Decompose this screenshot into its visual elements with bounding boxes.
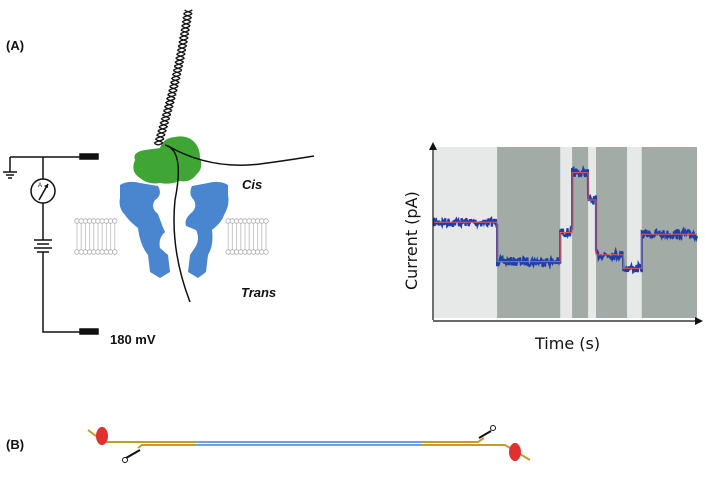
left-tether-icon <box>122 457 128 463</box>
right-blocker-icon <box>509 443 521 461</box>
y-axis-arrow-icon <box>429 142 437 150</box>
event-shaded-band <box>572 147 589 318</box>
dna-construct <box>87 425 531 463</box>
step-fit-line <box>434 172 697 269</box>
dna-double-helix <box>153 9 193 146</box>
circuit <box>3 153 99 335</box>
dna-strand <box>164 144 191 303</box>
lipid-head <box>112 218 118 224</box>
lipid-head <box>263 249 269 255</box>
nanopore-protein <box>119 181 229 278</box>
right-adapter <box>421 437 531 461</box>
current-trace-chart: Time (s) Current (pA) <box>402 142 703 353</box>
panel-a-label: (A) <box>6 38 24 53</box>
left-blocker-icon <box>96 427 108 445</box>
motor-protein <box>133 136 202 184</box>
y-axis-label: Current (pA) <box>402 191 421 290</box>
lipid-head <box>263 218 269 224</box>
ammeter-icon: A <box>30 178 56 204</box>
cis-electrode <box>79 153 99 160</box>
svg-text:A: A <box>38 183 42 189</box>
x-axis-arrow-icon <box>695 317 703 325</box>
right-tether-icon <box>490 425 496 431</box>
voltage-label: 180 mV <box>110 332 156 347</box>
event-shaded-band <box>497 147 561 318</box>
current-trace <box>432 164 699 275</box>
ground-icon <box>3 157 17 179</box>
event-shaded-band <box>596 147 628 318</box>
panel-b-label: (B) <box>6 437 24 452</box>
helix-strand-2 <box>153 9 193 146</box>
lipid-membrane <box>74 218 269 255</box>
trans-label: Trans <box>241 285 276 300</box>
trans-electrode <box>79 328 99 335</box>
dna-lagging-strand <box>167 145 315 166</box>
lipid-head <box>112 249 118 255</box>
battery-icon <box>34 239 52 253</box>
x-axis-label: Time (s) <box>534 334 600 353</box>
helix-strand-1 <box>154 9 193 146</box>
cis-label: Cis <box>242 177 262 192</box>
